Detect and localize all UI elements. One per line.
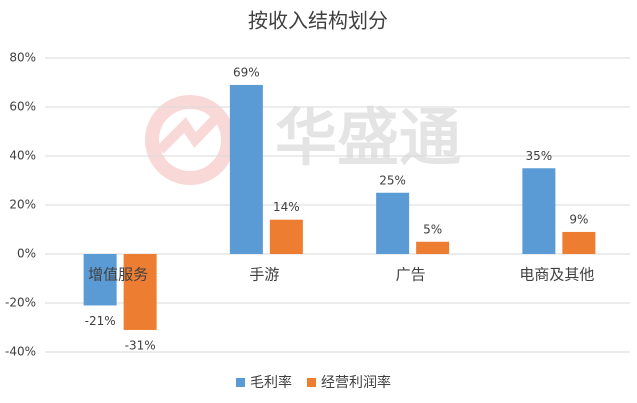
value-label: -31% [125, 338, 156, 352]
legend-swatch [307, 378, 316, 387]
value-label: 69% [233, 65, 260, 79]
value-label: 25% [379, 173, 406, 187]
legend-label: 毛利率 [250, 374, 292, 391]
bar [83, 254, 117, 306]
value-label: 5% [423, 222, 442, 236]
x-tick-label: 增值服务 [88, 266, 148, 284]
value-label: 35% [526, 149, 553, 163]
y-tick-label: 20% [9, 198, 36, 212]
y-tick-label: -20% [5, 296, 36, 310]
watermark: 华盛通 [275, 101, 461, 174]
bar [229, 84, 263, 254]
y-tick-label: 60% [9, 100, 36, 114]
bar [416, 241, 450, 254]
y-tick-label: -40% [5, 345, 36, 359]
legend-label: 经营利润率 [321, 374, 391, 391]
x-tick-label: 广告 [396, 266, 426, 284]
x-tick-label: 电商及其他 [519, 266, 594, 284]
value-label: 14% [273, 200, 300, 214]
x-tick-label: 手游 [249, 266, 279, 284]
bar [562, 231, 596, 254]
bar [269, 219, 303, 254]
y-tick-label: 0% [17, 247, 36, 261]
y-tick-label: 40% [9, 149, 36, 163]
value-label: -21% [85, 314, 116, 328]
bar [123, 254, 157, 330]
y-tick-label: 80% [9, 51, 36, 65]
watermark-logo [145, 95, 235, 185]
bar [376, 192, 410, 254]
bar [522, 168, 556, 254]
chart-title: 按收入结构划分 [248, 9, 388, 33]
value-label: 9% [569, 212, 588, 226]
legend-swatch [236, 378, 245, 387]
